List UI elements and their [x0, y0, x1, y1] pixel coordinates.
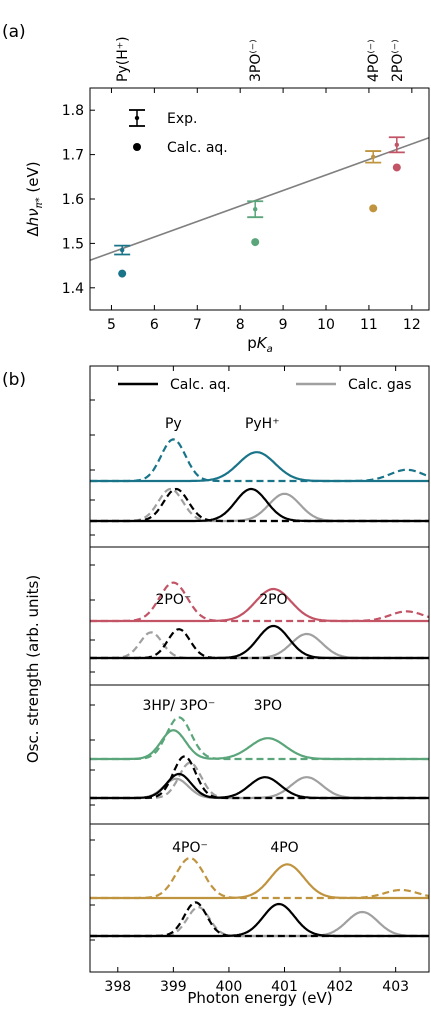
calc-aq-solid-spectrum — [90, 902, 429, 938]
peak-label: 2PO — [259, 592, 287, 608]
exp-solid-spectrum — [90, 587, 429, 623]
calc-point — [118, 269, 127, 278]
x-tick-label: 398 — [104, 979, 131, 995]
x-tick-label: 12 — [403, 317, 421, 333]
x-tick-label: 400 — [216, 979, 243, 995]
x-tick-label: 8 — [236, 317, 245, 333]
exp-dashed-spectrum — [90, 856, 430, 900]
calc-aq-solid-spectrum — [90, 772, 429, 800]
top-category-label: Py(H⁺) — [115, 36, 131, 82]
legend-calc-label: Calc. aq. — [167, 140, 228, 156]
panel-a-xlabel: pKa — [247, 334, 273, 355]
x-tick-label: 6 — [150, 317, 159, 333]
calc-aq-dashed-spectrum — [90, 901, 429, 938]
x-tick-label: 402 — [327, 979, 354, 995]
exp-solid-spectrum — [90, 451, 429, 483]
x-tick-label: 9 — [279, 317, 288, 333]
top-category-label: 4PO⁽⁻⁾ — [366, 39, 382, 82]
exp-dashed-spectrum — [90, 716, 429, 761]
exp-point — [371, 154, 376, 160]
panel-label-a: (a) — [2, 22, 26, 42]
panel-a-frame — [89, 87, 430, 311]
legend-calc-marker — [133, 143, 141, 151]
top-category-label: 2PO⁽⁻⁾ — [390, 39, 406, 82]
legend-exp-label: Exp. — [167, 111, 197, 127]
calc-aq-solid-spectrum — [90, 624, 429, 660]
exp-dashed-spectrum — [90, 581, 430, 623]
y-tick-label: 1.4 — [62, 281, 84, 297]
top-category-label: 3PO⁽⁻⁾ — [248, 39, 264, 82]
panel-b-ylabel: Osc. strength (arb. units) — [24, 575, 42, 763]
panel-b-frame — [89, 365, 430, 973]
panel-a-ylabel: Δhνπ* (eV) — [24, 161, 45, 236]
calc-aq-dashed-spectrum — [90, 755, 429, 800]
peak-label: 3PO — [254, 698, 282, 714]
y-tick-label: 1.7 — [62, 148, 84, 164]
x-tick-label: 11 — [360, 317, 378, 333]
exp-solid-spectrum — [90, 863, 429, 900]
calc-point — [369, 204, 378, 213]
x-tick-label: 7 — [193, 317, 202, 333]
x-tick-label: 401 — [271, 979, 298, 995]
peak-label: PyH⁺ — [245, 416, 280, 432]
exp-point — [119, 247, 125, 253]
peak-label: 4PO — [270, 840, 298, 856]
peak-label: 3HP/ 3PO⁻ — [143, 698, 216, 714]
calc-aq-dashed-spectrum — [90, 628, 429, 660]
y-tick-label: 1.8 — [62, 103, 84, 119]
legend-exp-marker — [134, 115, 140, 121]
calc-gas-solid-spectrum — [90, 776, 429, 800]
exp-point — [394, 142, 400, 148]
exp-solid-spectrum — [90, 729, 429, 761]
panel-b-xlabel: Photon energy (eV) — [187, 989, 332, 1007]
x-tick-label: 5 — [107, 317, 116, 333]
x-tick-label: 403 — [382, 979, 409, 995]
calc-gas-dashed-spectrum — [90, 761, 429, 800]
calc-point — [392, 163, 401, 172]
calc-gas-solid-spectrum — [90, 492, 429, 523]
calc-aq-solid-spectrum — [90, 487, 429, 523]
legend-aq-label: Calc. aq. — [170, 377, 231, 393]
fit-line — [89, 136, 430, 262]
panel-label-b: (b) — [2, 370, 26, 390]
exp-point — [253, 207, 258, 212]
panel-b: 398 399 400 401 402 403 Calc. aq. Calc. gas Py Py… — [90, 366, 430, 995]
y-tick-label: 1.6 — [62, 192, 84, 208]
x-tick-label: 10 — [317, 317, 335, 333]
calc-point — [251, 238, 260, 247]
peak-label: 2PO⁻ — [155, 592, 191, 608]
calc-gas-solid-spectrum — [90, 910, 429, 938]
peak-label: Py — [165, 416, 182, 432]
x-tick-label: 399 — [160, 979, 187, 995]
y-tick-label: 1.5 — [62, 236, 84, 252]
legend-gas-label: Calc. gas — [348, 377, 412, 393]
panel-a: 5 6 7 8 9 10 11 12 1.4 1.5 1.6 1.7 1.8 Py(H⁺) 3PO⁽⁻⁾ 4P… — [62, 36, 430, 333]
peak-label: 4PO⁻ — [172, 840, 208, 856]
exp-dashed-spectrum — [90, 438, 430, 483]
